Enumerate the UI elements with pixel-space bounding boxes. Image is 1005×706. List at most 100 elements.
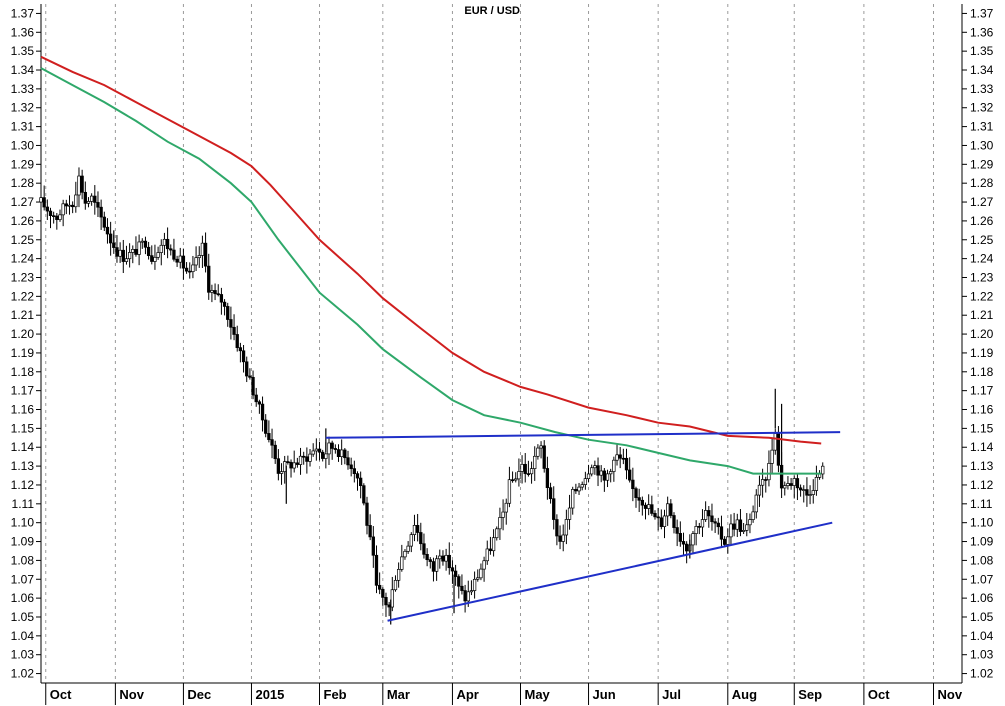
y-axis-right: 1.02 1.03 1.04 1.05 1.06 1.07 1.08 1.09 1.10 1.11… <box>961 4 994 683</box>
price-bar-body <box>669 503 673 516</box>
price-bar-body <box>798 487 803 491</box>
y-tick-label: 1.30 <box>11 138 35 152</box>
price-bar-body <box>365 502 369 526</box>
price-bar-body <box>533 455 537 469</box>
y-tick-label-right: 1.08 <box>970 553 994 567</box>
price-bar-body <box>628 469 632 481</box>
y-tick-label: 1.14 <box>11 440 35 454</box>
price-bar-body <box>80 175 84 193</box>
price-bar-body <box>539 445 543 449</box>
price-bar-body <box>422 543 426 555</box>
price-bar-body <box>355 473 360 479</box>
price-bar-body <box>507 479 512 504</box>
price-bar-body <box>564 519 569 536</box>
price-bar-body <box>396 569 401 581</box>
y-tick-label: 1.29 <box>11 157 35 171</box>
price-bar-body <box>811 490 815 495</box>
price-bar-body <box>805 489 809 496</box>
price-bar-body <box>400 556 404 570</box>
price-bar-body <box>156 252 160 258</box>
price-bar-body <box>232 326 236 335</box>
price-bar-body <box>368 525 372 538</box>
y-tick-label: 1.28 <box>11 176 35 190</box>
price-bar-body <box>637 497 641 501</box>
price-bar-body <box>321 451 325 459</box>
x-tick-label: Aug <box>732 687 757 702</box>
price-bar-body <box>314 448 319 452</box>
price-bar-body <box>292 462 296 469</box>
price-bar-body <box>77 175 81 196</box>
price-bar-body <box>289 461 293 469</box>
x-tick-label: Jul <box>662 687 681 702</box>
price-bar-body <box>599 470 603 476</box>
price-bar-body <box>741 530 746 532</box>
price-bar-body <box>697 526 701 528</box>
price-bar-body <box>121 249 125 262</box>
price-bar-body <box>327 442 331 455</box>
grid-lines <box>45 4 935 683</box>
price-bar-body <box>710 515 714 523</box>
price-bar-body <box>346 457 350 466</box>
price-bar-body <box>640 499 644 506</box>
x-tick-label: Dec <box>187 687 211 702</box>
price-bar-body <box>343 449 347 459</box>
y-tick-label: 1.17 <box>11 384 35 398</box>
price-bar-body <box>251 376 255 396</box>
price-bar-body <box>415 525 420 533</box>
price-bar-body <box>390 589 394 608</box>
price-bar-body <box>175 258 179 263</box>
price-bar-body <box>488 548 493 552</box>
y-tick-label: 1.16 <box>11 403 35 417</box>
price-bar-body <box>590 467 594 475</box>
price-bar-body <box>118 249 122 257</box>
price-bar-body <box>273 444 277 460</box>
price-bar-body <box>621 457 626 460</box>
price-bar-body <box>453 570 458 577</box>
price-bar-body <box>659 517 663 527</box>
price-bar-body <box>374 554 379 586</box>
price-bar-body <box>463 590 467 602</box>
price-bar-body <box>222 301 227 307</box>
x-tick-label: Oct <box>868 687 890 702</box>
price-bar-body <box>257 401 262 405</box>
price-bar-body <box>684 543 689 552</box>
price-bar-body <box>172 249 176 260</box>
price-bar-body <box>134 249 138 255</box>
x-axis: Oct Nov Dec 2015 Feb Mar Apr May Jun Jul Aug Sep Oct… <box>41 682 963 705</box>
y-tick-label-right: 1.27 <box>970 195 994 209</box>
price-bar-body <box>216 293 220 296</box>
price-bar-body <box>596 465 600 476</box>
price-bar-body <box>302 455 306 458</box>
price-bar-body <box>593 465 597 469</box>
price-bar-body <box>137 241 141 255</box>
price-bar-body <box>52 215 56 218</box>
price-bar-body <box>311 450 315 455</box>
price-bar-body <box>561 534 565 542</box>
price-bar-body <box>102 216 106 228</box>
price-bar-body <box>83 191 87 204</box>
price-bar-body <box>520 463 524 472</box>
price-bar-body <box>523 463 527 474</box>
x-tick-label: Apr <box>456 687 478 702</box>
price-bar-body <box>200 242 205 256</box>
price-bar-body <box>514 478 518 481</box>
price-bar-body <box>336 449 341 458</box>
price-bar-body <box>235 334 239 348</box>
price-bar-body <box>586 473 591 479</box>
price-bar-body <box>536 447 540 457</box>
y-tick-label-right: 1.28 <box>970 176 994 190</box>
price-bar-body <box>808 494 812 496</box>
price-bar-body <box>270 439 274 446</box>
x-tick-label: Nov <box>938 687 963 702</box>
price-bar-body <box>703 510 708 520</box>
y-tick-label: 1.27 <box>11 195 35 209</box>
x-tick-label: 2015 <box>255 687 284 702</box>
y-tick-label-right: 1.14 <box>970 440 994 454</box>
price-bar-body <box>425 554 429 561</box>
price-bar-body <box>707 510 711 517</box>
y-tick-label: 1.07 <box>11 572 35 586</box>
price-bar-body <box>74 194 78 208</box>
trend-line <box>325 431 841 439</box>
price-bar-body <box>469 590 474 593</box>
